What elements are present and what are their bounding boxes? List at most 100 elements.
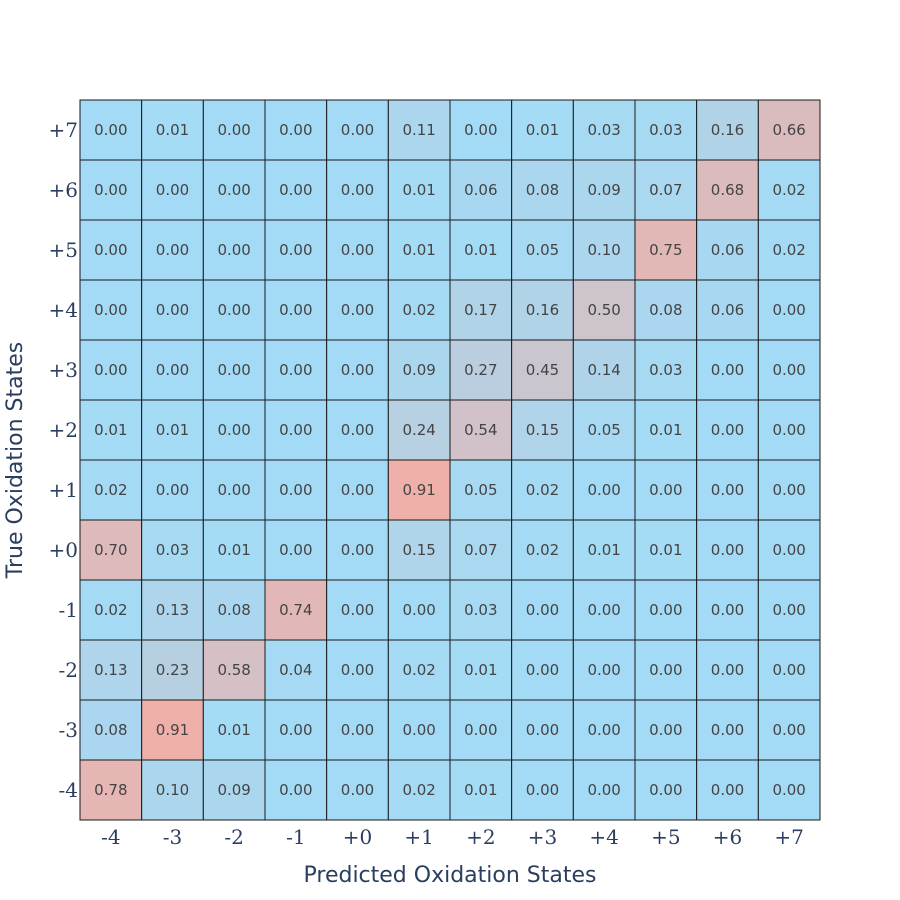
cell-value-label: 0.03: [649, 361, 682, 379]
heatmap-cell: [511, 339, 574, 401]
cell-value-label: 0.27: [464, 361, 497, 379]
cell-value-label: 0.75: [649, 241, 682, 259]
heatmap-cell: [634, 519, 698, 581]
cell-value-label: 0.00: [772, 421, 805, 439]
heatmap-cell: [141, 219, 204, 281]
cell-value-label: 0.00: [649, 781, 682, 799]
cell-value-label: 0.02: [402, 301, 435, 319]
cell-value-label: 0.00: [772, 601, 805, 619]
heatmap-cell: [387, 159, 451, 221]
heatmap-cell: [757, 99, 821, 161]
heatmap-cell: [387, 759, 451, 821]
heatmap-cell: [326, 639, 389, 701]
cell-value-label: 0.09: [217, 781, 250, 799]
heatmap-cell: [202, 339, 266, 401]
heatmap-cell: [387, 579, 451, 641]
heatmap-cell: [79, 759, 143, 821]
cell-value-label: 0.00: [279, 721, 312, 739]
heatmap-cell: [79, 519, 143, 581]
heatmap-cell: [449, 519, 513, 581]
heatmap-cell: [79, 639, 143, 701]
cell-value-label: 0.00: [217, 241, 250, 259]
heatmap-cell: [634, 639, 698, 701]
cell-value-label: 0.00: [464, 121, 497, 139]
heatmap-cell: [634, 339, 698, 401]
cell-value-label: 0.00: [156, 481, 189, 499]
cell-value-label: 0.00: [341, 781, 374, 799]
heatmap-cell: [449, 99, 513, 161]
heatmap-cell: [634, 159, 698, 221]
cell-value-label: 0.13: [156, 601, 189, 619]
heatmap-cell: [326, 99, 389, 161]
cell-value-label: 0.23: [156, 661, 189, 679]
heatmap-cell: [572, 519, 636, 581]
heatmap-cell: [511, 219, 574, 281]
cell-value-label: 0.03: [649, 121, 682, 139]
cell-value-label: 0.74: [279, 601, 312, 619]
cell-value-label: 0.00: [526, 781, 559, 799]
x-tick-label: +1: [404, 825, 433, 849]
cell-value-label: 0.13: [94, 661, 127, 679]
heatmap-cell: [264, 459, 328, 521]
heatmap-cell: [264, 279, 328, 341]
cell-value-label: 0.01: [526, 121, 559, 139]
heatmap-cell: [449, 279, 513, 341]
y-tick-label: +2: [49, 418, 78, 442]
cell-value-label: 0.09: [402, 361, 435, 379]
cell-value-label: 0.02: [94, 601, 127, 619]
cell-value-label: 0.00: [649, 721, 682, 739]
cell-value-label: 0.07: [464, 541, 497, 559]
cell-value-label: 0.00: [649, 661, 682, 679]
cell-value-label: 0.00: [156, 361, 189, 379]
cell-value-label: 0.00: [711, 661, 744, 679]
heatmap-cell: [634, 759, 698, 821]
cell-value-label: 0.00: [217, 301, 250, 319]
cell-value-label: 0.00: [94, 181, 127, 199]
y-tick-label: -3: [59, 718, 78, 742]
heatmap-cell: [264, 639, 328, 701]
cell-value-label: 0.00: [772, 361, 805, 379]
heatmap-cell: [326, 219, 389, 281]
cell-value-label: 0.00: [341, 121, 374, 139]
heatmap-cell: [387, 99, 451, 161]
heatmap-cell: [326, 699, 389, 761]
cell-value-label: 0.00: [772, 541, 805, 559]
heatmap-cell: [141, 759, 204, 821]
cell-value-label: 0.05: [464, 481, 497, 499]
heatmap-cell: [572, 459, 636, 521]
heatmap-cell: [511, 699, 574, 761]
cell-value-label: 0.01: [464, 241, 497, 259]
cell-value-label: 0.10: [156, 781, 189, 799]
cell-value-label: 0.91: [156, 721, 189, 739]
heatmap-cell: [202, 279, 266, 341]
heatmap-cell: [326, 339, 389, 401]
cell-value-label: 0.00: [526, 721, 559, 739]
heatmap-cell: [141, 99, 204, 161]
x-tick-label: +3: [528, 825, 557, 849]
heatmap-cell: [634, 99, 698, 161]
heatmap-cell: [141, 339, 204, 401]
cell-value-label: 0.00: [711, 541, 744, 559]
heatmap-cell: [79, 279, 143, 341]
cell-value-label: 0.66: [772, 121, 805, 139]
heatmap-cell: [696, 399, 759, 461]
cell-value-label: 0.00: [772, 661, 805, 679]
cell-value-label: 0.14: [587, 361, 620, 379]
heatmap-cell: [79, 459, 143, 521]
cell-value-label: 0.02: [772, 181, 805, 199]
cell-value-label: 0.15: [402, 541, 435, 559]
cell-value-label: 0.00: [587, 601, 620, 619]
cell-value-label: 0.00: [711, 601, 744, 619]
heatmap-cell: [511, 279, 574, 341]
cell-value-label: 0.02: [94, 481, 127, 499]
cell-value-label: 0.08: [526, 181, 559, 199]
cell-value-label: 0.01: [402, 181, 435, 199]
cell-value-label: 0.07: [649, 181, 682, 199]
x-tick-label: +4: [589, 825, 618, 849]
heatmap-cell: [572, 699, 636, 761]
cell-value-label: 0.01: [217, 721, 250, 739]
heatmap-cell: [202, 219, 266, 281]
y-tick-label: +5: [49, 238, 78, 262]
heatmap-cell: [696, 279, 759, 341]
heatmap-cell: [141, 519, 204, 581]
